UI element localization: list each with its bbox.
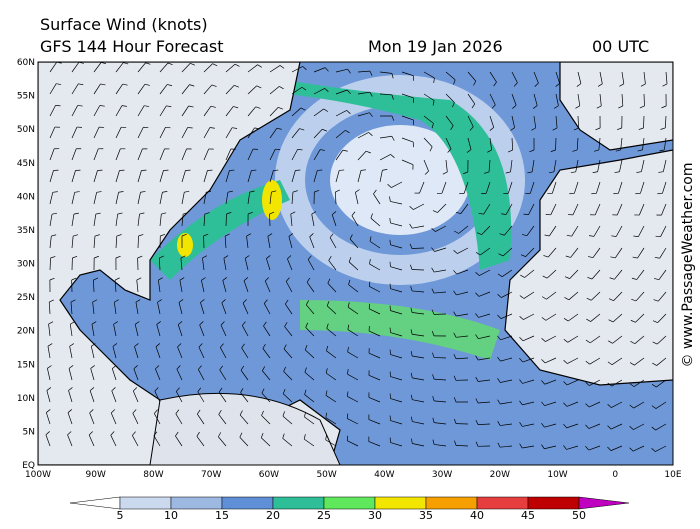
lon-label: 80W	[143, 470, 163, 480]
colorbar-segment	[222, 497, 273, 509]
map-subtitle: GFS 144 Hour Forecast	[40, 37, 224, 56]
lon-label: 60W	[259, 470, 279, 480]
colorbar-segment	[528, 497, 579, 509]
colorbar-segment	[120, 497, 171, 509]
lat-label: 55N	[17, 92, 35, 102]
lat-label: 20N	[17, 327, 35, 337]
colorbar-label: 15	[215, 509, 229, 522]
lat-label: 5N	[23, 427, 35, 437]
colorbar-label: 35	[419, 509, 433, 522]
colorbar-label: 20	[266, 509, 280, 522]
colorbar-segment	[426, 497, 477, 509]
lat-label: 45N	[17, 159, 35, 169]
lon-label: 30W	[432, 470, 452, 480]
watermark: © www.PassageWeather.com	[680, 162, 696, 367]
colorbar-arrow	[70, 497, 120, 509]
colorbar-label: 30	[368, 509, 382, 522]
lon-label: 40W	[374, 470, 394, 480]
colorbar-segment	[171, 497, 222, 509]
lon-label: 10E	[664, 470, 681, 480]
lat-label: 60N	[17, 58, 35, 68]
longitude-labels: 100W 90W 80W 70W 60W 50W 40W 30W 20W 10W 0 10E	[25, 470, 682, 480]
colorbar-label: 40	[470, 509, 484, 522]
colorbar-segment	[273, 497, 324, 509]
lat-label: 25N	[17, 293, 35, 303]
lat-label: 35N	[17, 226, 35, 236]
lat-label: 40N	[17, 192, 35, 202]
colorbar-label: 25	[317, 509, 331, 522]
wind-maximum	[262, 180, 282, 220]
lon-label: 100W	[25, 470, 51, 480]
colorbar-segment	[375, 497, 426, 509]
lat-label: 50N	[17, 125, 35, 135]
colorbar-label: 5	[117, 509, 124, 522]
colorbar-arrow	[579, 497, 629, 509]
map-title: Surface Wind (knots)	[40, 15, 208, 34]
lon-label: 50W	[316, 470, 336, 480]
colorbar-segment	[477, 497, 528, 509]
wind-barb-flag	[390, 240, 391, 245]
lon-label: 20W	[490, 470, 510, 480]
colorbar-segment	[324, 497, 375, 509]
colorbar: 5 10 15 20 25 30 35 40 45 50	[70, 497, 629, 522]
map-area	[38, 62, 673, 465]
lon-label: 10W	[547, 470, 567, 480]
colorbar-label: 10	[164, 509, 178, 522]
lon-label: 0	[612, 470, 618, 480]
colorbar-label: 50	[572, 509, 586, 522]
forecast-date: Mon 19 Jan 2026	[368, 37, 503, 56]
lat-label: 30N	[17, 260, 35, 270]
colorbar-label: 45	[521, 509, 535, 522]
lat-label: 15N	[17, 360, 35, 370]
lat-label: 10N	[17, 394, 35, 404]
lon-label: 90W	[86, 470, 106, 480]
wind-maximum	[177, 233, 193, 257]
lon-label: 70W	[201, 470, 221, 480]
wind-barb-flag	[656, 236, 661, 237]
forecast-time: 00 UTC	[592, 37, 649, 56]
